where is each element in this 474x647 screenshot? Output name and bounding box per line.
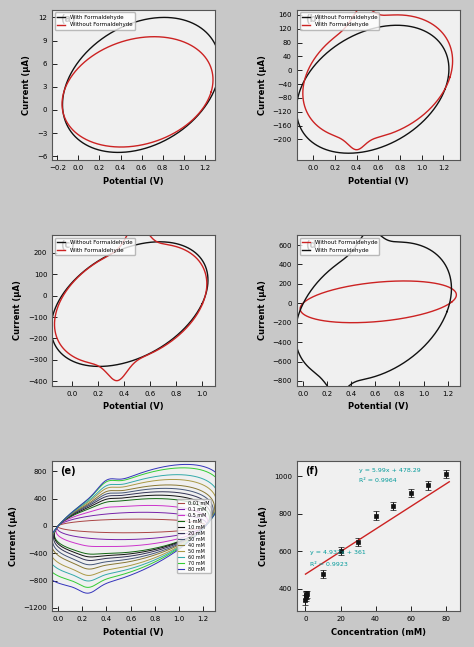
Text: (c): (c) <box>60 240 75 250</box>
X-axis label: Potential (V): Potential (V) <box>103 177 164 186</box>
Y-axis label: Current (μA): Current (μA) <box>259 506 268 566</box>
Y-axis label: Current (μA): Current (μA) <box>258 55 267 115</box>
Text: R² = 0.9964: R² = 0.9964 <box>359 478 396 483</box>
Y-axis label: Current (μA): Current (μA) <box>22 55 31 115</box>
Legend: 0.01 mM, 0.1 mM, 0.5 mM, 1 mM, 10 mM, 20 mM, 30 mM, 40 mM, 50 mM, 60 mM, 70 mM, : 0.01 mM, 0.1 mM, 0.5 mM, 1 mM, 10 mM, 20… <box>177 499 211 573</box>
Legend: Without Formaldehyde, With Formaldehyde: Without Formaldehyde, With Formaldehyde <box>55 238 135 256</box>
Text: y = 4.932x + 361: y = 4.932x + 361 <box>310 550 365 555</box>
Text: R² = 0.9923: R² = 0.9923 <box>310 562 347 567</box>
Y-axis label: Current (μA): Current (μA) <box>258 281 267 340</box>
Text: (a): (a) <box>60 14 76 24</box>
X-axis label: Potential (V): Potential (V) <box>348 402 409 411</box>
X-axis label: Potential (V): Potential (V) <box>348 177 409 186</box>
Text: (e): (e) <box>60 465 76 476</box>
X-axis label: Potential (V): Potential (V) <box>103 402 164 411</box>
Text: (d): (d) <box>305 240 321 250</box>
Y-axis label: Current (μA): Current (μA) <box>13 281 22 340</box>
Text: (b): (b) <box>305 14 321 24</box>
Text: y = 5.99x + 478.29: y = 5.99x + 478.29 <box>359 468 420 472</box>
Legend: Without Formaldehyde, With Formaldehyde: Without Formaldehyde, With Formaldehyde <box>300 12 379 30</box>
Legend: Without Formaldehyde, With Formaldehyde: Without Formaldehyde, With Formaldehyde <box>300 238 379 256</box>
X-axis label: Potential (V): Potential (V) <box>103 628 164 637</box>
Y-axis label: Current (μA): Current (μA) <box>9 506 18 566</box>
X-axis label: Concentration (mM): Concentration (mM) <box>331 628 426 637</box>
Text: (f): (f) <box>305 465 318 476</box>
Legend: With Formaldehyde, Without Formaldehyde: With Formaldehyde, Without Formaldehyde <box>55 12 135 30</box>
